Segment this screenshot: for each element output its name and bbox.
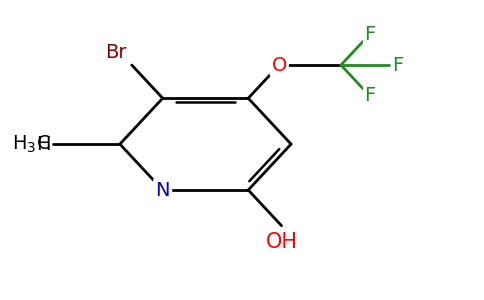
Text: F: F — [393, 56, 404, 75]
Text: N: N — [155, 181, 170, 200]
Text: H$_3$C: H$_3$C — [12, 134, 51, 155]
Text: F: F — [364, 86, 375, 105]
Text: H: H — [36, 135, 51, 154]
Text: F: F — [364, 25, 375, 44]
Text: Br: Br — [106, 43, 127, 62]
Text: OH: OH — [266, 232, 298, 252]
Text: O: O — [272, 56, 287, 75]
